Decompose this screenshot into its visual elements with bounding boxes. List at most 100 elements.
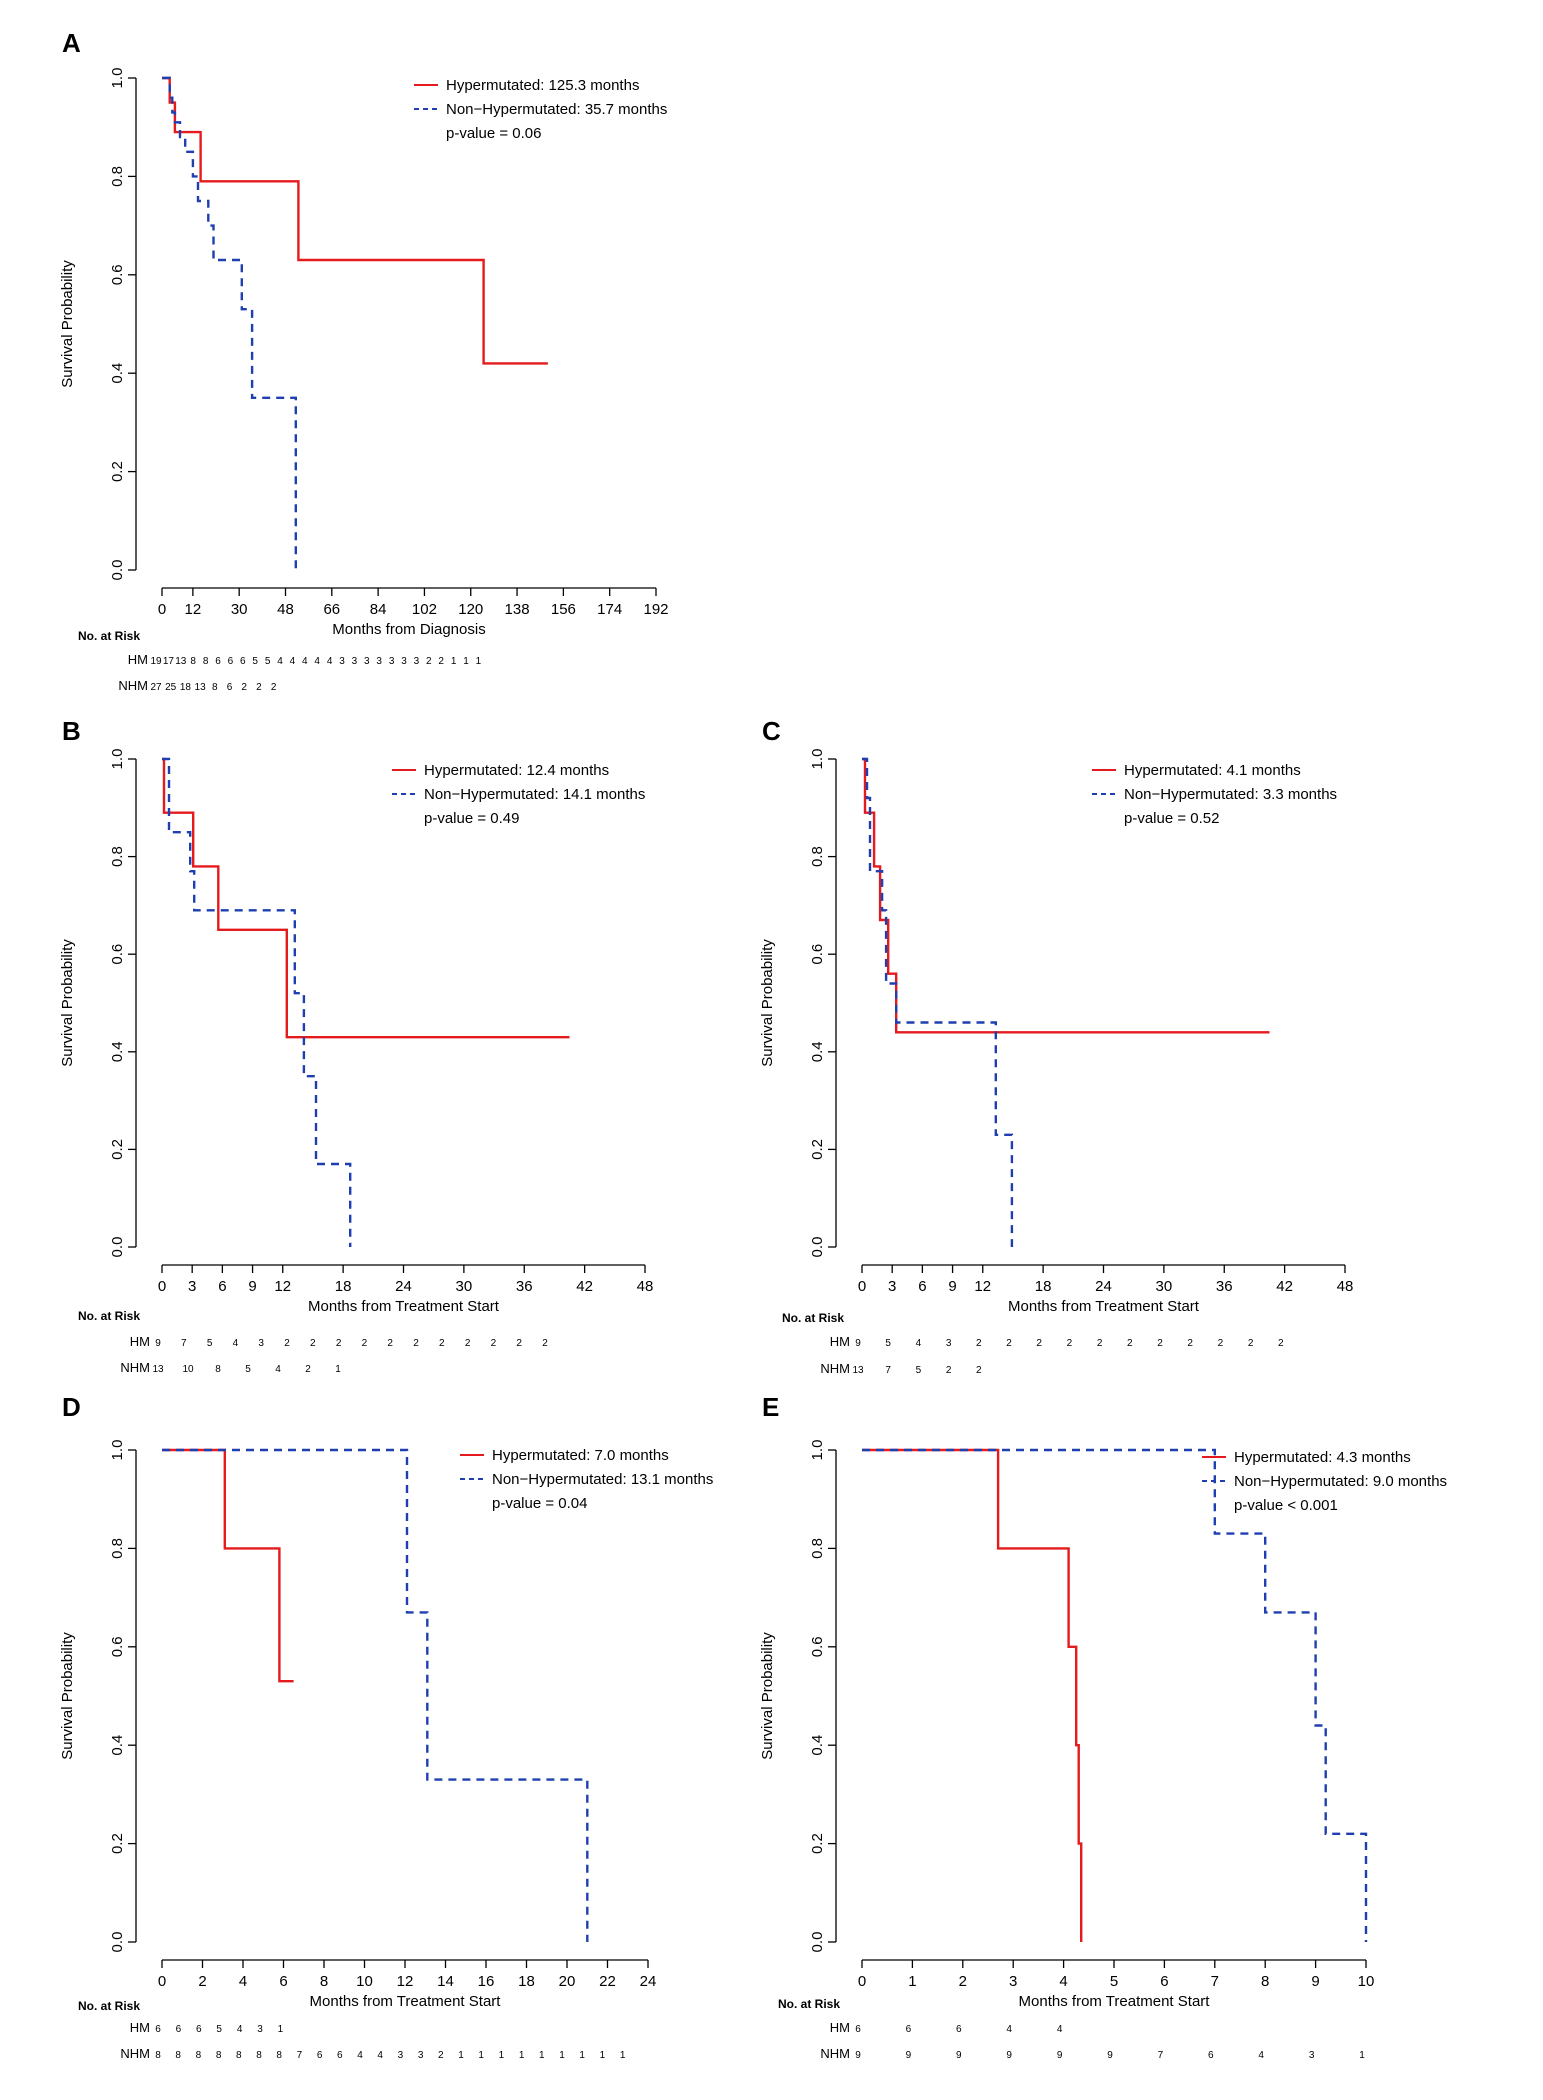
risk-value: 6 (240, 656, 246, 667)
risk-table-title: No. at Risk (78, 1999, 140, 2013)
risk-value: 2 (336, 1338, 342, 1349)
x-tick-label: 2 (198, 1973, 206, 1990)
x-axis-title: Months from Diagnosis (332, 621, 485, 638)
x-axis-title: Months from Treatment Start (1008, 1298, 1200, 1315)
y-tick-label: 0.6 (809, 944, 826, 965)
legend: Hypermutated: 125.3 months Non−Hypermutat… (414, 77, 667, 142)
x-tick-label: 1 (908, 1973, 916, 1990)
x-axis-title: Months from Treatment Start (310, 1993, 502, 2010)
risk-value: 1 (620, 2050, 626, 2061)
risk-value: 5 (265, 656, 271, 667)
x-tick-label: 12 (185, 601, 202, 618)
x-tick-label: 3 (1009, 1973, 1017, 1990)
risk-value: 9 (1107, 2050, 1113, 2061)
risk-value: 7 (885, 1365, 891, 1376)
x-tick-label: 6 (279, 1973, 287, 1990)
legend-hm-label: Hypermutated: 4.1 months (1124, 762, 1301, 779)
risk-value: 13 (152, 1364, 164, 1375)
risk-value: 7 (181, 1338, 187, 1349)
risk-value: 9 (855, 1338, 861, 1349)
x-tick-label: 4 (239, 1973, 247, 1990)
risk-value: 4 (290, 656, 296, 667)
y-axis-title: Survival Probability (759, 1632, 776, 1760)
y-tick-label: 0.8 (109, 166, 126, 187)
x-tick-label: 6 (218, 1278, 226, 1295)
risk-value: 2 (1067, 1338, 1073, 1349)
risk-value: 2 (413, 1338, 419, 1349)
x-tick-label: 30 (456, 1278, 473, 1295)
x-tick-label: 12 (974, 1278, 991, 1295)
risk-value: 3 (258, 1338, 264, 1349)
risk-value: 1 (1359, 2050, 1365, 2061)
x-tick-label: 3 (188, 1278, 196, 1295)
x-tick-label: 18 (335, 1278, 352, 1295)
risk-value: 1 (539, 2050, 545, 2061)
y-tick-label: 0.2 (109, 1139, 126, 1160)
risk-value: 18 (180, 682, 192, 693)
risk-value: 2 (362, 1338, 368, 1349)
x-tick-label: 42 (1276, 1278, 1293, 1295)
risk-value: 4 (302, 656, 308, 667)
risk-value: 2 (271, 682, 277, 693)
risk-value: 4 (1006, 2024, 1012, 2035)
risk-value: 3 (414, 656, 420, 667)
legend-nhm-label: Non−Hypermutated: 14.1 months (424, 786, 645, 803)
x-tick-label: 36 (516, 1278, 533, 1295)
x-tick-label: 138 (505, 601, 530, 618)
risk-table-title: No. at Risk (778, 1997, 840, 2011)
risk-value: 6 (956, 2024, 962, 2035)
risk-value: 9 (956, 2050, 962, 2061)
risk-value: 4 (314, 656, 320, 667)
risk-value: 3 (401, 656, 407, 667)
risk-value: 2 (310, 1338, 316, 1349)
x-tick-label: 102 (412, 601, 437, 618)
risk-value: 4 (237, 2024, 243, 2035)
risk-value: 3 (352, 656, 358, 667)
risk-value: 5 (207, 1338, 213, 1349)
x-tick-label: 84 (370, 601, 387, 618)
risk-value: 8 (190, 656, 196, 667)
risk-value: 2 (976, 1338, 982, 1349)
y-tick-label: 0.8 (109, 846, 126, 867)
risk-value: 3 (257, 2024, 263, 2035)
risk-value: 6 (155, 2024, 161, 2035)
risk-value: 2 (1278, 1338, 1284, 1349)
risk-value: 1 (463, 656, 469, 667)
y-tick-label: 1.0 (809, 1440, 826, 1461)
risk-value: 8 (196, 2050, 202, 2061)
panel-letter: B (62, 716, 81, 746)
legend: Hypermutated: 12.4 months Non−Hypermutate… (392, 762, 645, 827)
y-axis-title: Survival Probability (59, 1632, 76, 1760)
y-tick-label: 0.4 (109, 1735, 126, 1756)
x-tick-label: 120 (458, 601, 483, 618)
x-tick-label: 18 (1035, 1278, 1052, 1295)
legend-pvalue: p-value = 0.04 (492, 1495, 588, 1512)
risk-value: 1 (476, 656, 482, 667)
risk-row-label: NHM (120, 2046, 150, 2061)
y-tick-label: 0.6 (109, 1636, 126, 1657)
panel-c: C0.00.20.40.60.81.00 3 6 9 12 18 24 30 36 42 48Sur… (759, 716, 1353, 1376)
risk-value: 1 (458, 2050, 464, 2061)
risk-value: 3 (418, 2050, 424, 2061)
risk-value: 2 (387, 1338, 393, 1349)
risk-value: 2 (1097, 1338, 1103, 1349)
x-tick-label: 4 (1059, 1973, 1067, 1990)
x-tick-label: 9 (1311, 1973, 1319, 1990)
risk-value: 2 (491, 1338, 497, 1349)
x-tick-label: 2 (959, 1973, 967, 1990)
risk-value: 6 (337, 2050, 343, 2061)
risk-value: 3 (339, 656, 345, 667)
hm-survival-curve (862, 757, 1270, 1034)
x-tick-label: 18 (518, 1973, 535, 1990)
x-tick-label: 9 (248, 1278, 256, 1295)
risk-table: No. at Risk HM 9 7 5 4 3 2 2 2 2 2 2 2 2 2 2 2 NHM 13 10 8 5 4 2… (78, 1309, 548, 1375)
risk-row-label: HM (128, 652, 148, 667)
risk-row-label: NHM (120, 1360, 150, 1375)
x-tick-label: 16 (478, 1973, 495, 1990)
x-tick-label: 0 (158, 601, 166, 618)
risk-value: 3 (364, 656, 370, 667)
risk-value: 4 (916, 1338, 922, 1349)
y-tick-label: 0.2 (809, 1833, 826, 1854)
risk-value: 8 (155, 2050, 161, 2061)
